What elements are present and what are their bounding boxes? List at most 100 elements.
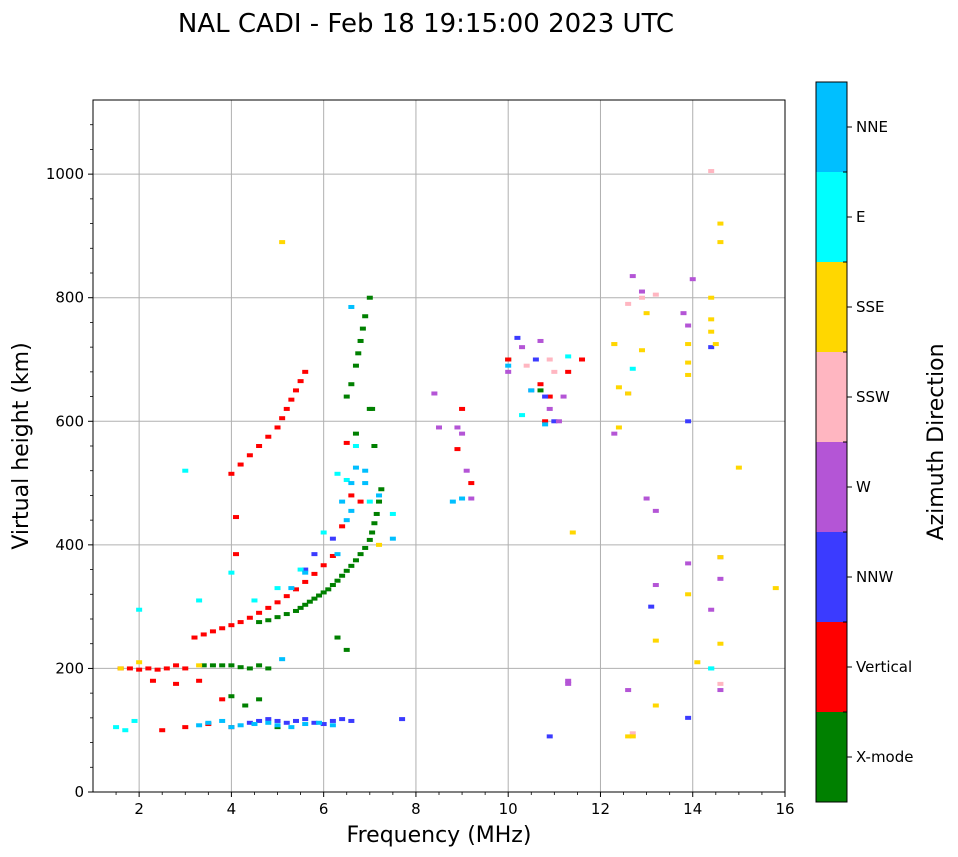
data-point-nnw — [542, 394, 549, 399]
data-point-nnw — [685, 419, 692, 424]
data-point-vertical — [279, 416, 286, 421]
data-point-vertical — [136, 667, 143, 672]
data-point-nne — [251, 722, 258, 727]
data-point-vertical — [209, 629, 216, 634]
data-point-x-mode — [357, 552, 364, 557]
data-point-x-mode — [283, 612, 290, 617]
data-point-x-mode — [366, 406, 373, 411]
data-point-vertical — [182, 666, 189, 671]
data-point-sse — [685, 592, 692, 597]
data-point-x-mode — [343, 568, 350, 573]
data-point-vertical — [200, 632, 207, 637]
colorbar-label-item: NNW — [856, 568, 893, 586]
chart-title: NAL CADI - Feb 18 19:15:00 2023 UTC — [178, 9, 674, 39]
data-point-w — [565, 678, 572, 683]
data-point-nne — [279, 657, 286, 662]
data-point-x-mode — [348, 563, 355, 568]
data-point-vertical — [579, 357, 586, 362]
data-point-sse — [643, 311, 650, 316]
data-point-nnw — [708, 345, 715, 350]
data-point-x-mode — [325, 587, 332, 592]
data-point-e — [251, 598, 258, 603]
data-point-vertical — [505, 357, 512, 362]
data-point-sse — [694, 660, 701, 665]
data-point-vertical — [237, 620, 244, 625]
data-point-sse — [772, 586, 779, 591]
data-point-w — [555, 419, 562, 424]
data-point-vertical — [265, 605, 272, 610]
data-point-e — [136, 607, 143, 612]
data-point-vertical — [173, 681, 180, 686]
plot-area: 2 4 6 8 10 12 14 16 0 200 400 600 800 1000 — [46, 99, 795, 818]
data-point-e — [565, 354, 572, 359]
data-point-x-mode — [378, 487, 385, 492]
colorbar-segment — [816, 262, 847, 352]
data-point-vertical — [288, 397, 295, 402]
y-tick-label: 800 — [55, 289, 84, 307]
data-point-vertical — [191, 635, 198, 640]
data-point-nne — [205, 720, 212, 725]
data-point-w — [505, 369, 512, 374]
data-point-vertical — [283, 406, 290, 411]
data-point-nnw — [532, 357, 539, 362]
y-tick-label: 400 — [55, 536, 84, 554]
colorbar-label-item: SSE — [856, 298, 885, 316]
data-point-x-mode — [537, 388, 544, 393]
data-point-nne — [265, 720, 272, 725]
data-point-sse — [625, 734, 632, 739]
data-point-nnw — [256, 718, 263, 723]
data-point-vertical — [537, 382, 544, 387]
data-point-nne — [352, 465, 359, 470]
data-point-nne — [302, 722, 309, 727]
data-point-ssw — [546, 357, 553, 362]
data-point-x-mode — [219, 663, 226, 668]
data-point-x-mode — [306, 599, 313, 604]
data-point-sse — [652, 703, 659, 708]
data-point-nne — [334, 552, 341, 557]
data-point-vertical — [357, 499, 364, 504]
data-point-nne — [449, 499, 456, 504]
data-point-x-mode — [373, 511, 380, 516]
data-point-nnw — [320, 722, 327, 727]
data-point-vertical — [233, 552, 240, 557]
data-point-w — [436, 425, 442, 430]
data-point-vertical — [302, 369, 309, 374]
data-point-vertical — [173, 663, 180, 668]
y-tick-label: 1000 — [46, 165, 84, 183]
data-point-sse — [717, 221, 724, 226]
data-point-nnw — [329, 718, 336, 723]
data-point-ssw — [708, 169, 715, 174]
data-point-w — [546, 406, 553, 411]
y-tick-label: 0 — [74, 783, 84, 801]
data-point-w — [643, 496, 650, 501]
data-point-nne — [459, 496, 466, 501]
data-point-vertical — [219, 626, 226, 631]
data-point-e — [228, 570, 235, 575]
data-point-nne — [228, 725, 235, 730]
colorbar-label-item: X-mode — [856, 748, 913, 766]
x-tick-label: 2 — [134, 800, 144, 818]
data-point-x-mode — [246, 666, 253, 671]
data-point-nnw — [546, 734, 553, 739]
data-point-w — [537, 338, 544, 343]
data-point-e — [352, 444, 359, 448]
data-point-ssw — [629, 731, 636, 736]
data-point-ssw — [717, 681, 724, 686]
x-tick-label: 8 — [411, 800, 421, 818]
data-point-e — [334, 471, 341, 476]
data-point-sse — [629, 734, 636, 739]
data-point-w — [717, 688, 724, 693]
data-point-nnw — [283, 720, 290, 725]
data-point-nne — [196, 723, 203, 728]
data-point-x-mode — [228, 663, 235, 668]
data-point-nnw — [685, 715, 692, 720]
data-point-nnw — [265, 717, 272, 722]
data-point-vertical — [274, 600, 281, 605]
data-point-vertical — [320, 563, 327, 568]
data-point-ssw — [652, 292, 659, 297]
data-point-nne — [288, 725, 295, 730]
data-point-x-mode — [265, 666, 272, 671]
data-point-nne — [376, 493, 383, 498]
data-point-nnw — [292, 718, 299, 723]
